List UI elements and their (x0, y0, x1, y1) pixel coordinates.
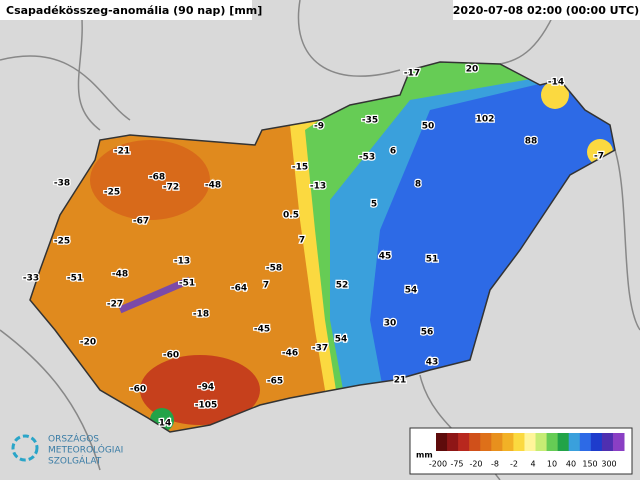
station-value: 43 (426, 358, 439, 368)
station-value: 20 (466, 65, 479, 75)
station-value: -65 (267, 377, 283, 387)
station-value: -20 (80, 338, 96, 348)
station-value: 5 (371, 200, 377, 210)
station-value: -38 (54, 179, 70, 189)
station-value: 30 (384, 319, 397, 329)
legend-swatch (535, 433, 548, 451)
station-value: -13 (310, 182, 326, 192)
station-value: 21 (394, 376, 407, 386)
legend-swatch (513, 433, 525, 451)
station-value: 102 (476, 115, 495, 125)
station-value: 54 (405, 286, 418, 296)
logo-text: METEOROLÓGIAI (48, 444, 123, 456)
station-value: -64 (231, 284, 247, 294)
legend: -200 -75 -20 -8 -2 4 10 40 150 300 (429, 433, 625, 469)
station-value: -13 (174, 257, 190, 267)
logo-text: ORSZÁGOS (48, 433, 99, 445)
station-value: -33 (23, 274, 39, 284)
station-value: -67 (133, 217, 149, 227)
station-value: -25 (54, 237, 70, 247)
legend-label: -200 (429, 460, 447, 469)
legend-label: 300 (601, 460, 616, 469)
station-value: -25 (104, 188, 120, 198)
legend-swatch (480, 433, 492, 451)
station-value: -15 (292, 163, 308, 173)
legend-swatch (590, 433, 603, 451)
station-value: -45 (254, 325, 270, 335)
legend-swatch (436, 433, 448, 451)
legend-swatch (491, 433, 503, 451)
station-value: -7 (594, 152, 604, 162)
station-value: -27 (107, 300, 123, 310)
legend-swatch (458, 433, 470, 451)
station-value: -37 (312, 344, 328, 354)
legend-swatch (601, 433, 614, 451)
station-value: -14 (548, 78, 564, 88)
logo-text: SZOLGÁLAT (48, 455, 102, 467)
station-value: -21 (114, 147, 130, 157)
legend-unit: mm (416, 451, 433, 460)
legend-swatch (469, 433, 481, 451)
station-value: 88 (525, 137, 538, 147)
timestamp: 2020-07-08 02:00 (00:00 UTC) (453, 4, 639, 17)
station-value: 6 (390, 147, 396, 157)
legend-label: -2 (510, 460, 518, 469)
station-value: -48 (112, 270, 128, 280)
station-value: -94 (198, 383, 214, 393)
station-value: -17 (404, 69, 420, 79)
station-value: -60 (163, 351, 179, 361)
legend-swatch (568, 433, 581, 451)
stations: -17 20 -14 -35 50 102 88 -7 -9 -21 -53 6 -15 -38 -68-7… (22, 63, 606, 430)
station-value: 50 (422, 122, 435, 132)
station-value: -53 (359, 153, 375, 163)
timestamp-box (453, 0, 640, 20)
station-value: -48 (205, 181, 221, 191)
title: Csapadékösszeg-anomália (90 nap) [mm] (6, 4, 262, 17)
legend-swatch (447, 433, 459, 451)
station-value: -46 (282, 349, 298, 359)
station-value: -72 (163, 183, 179, 193)
legend-label: 150 (582, 460, 597, 469)
station-value: 56 (421, 328, 434, 338)
legend-label: -75 (450, 460, 463, 469)
station-value: 54 (335, 335, 348, 345)
legend-label: -8 (491, 460, 499, 469)
station-value: -9 (314, 122, 324, 132)
legend-label: 4 (530, 460, 535, 469)
station-value: -51 (67, 274, 83, 284)
lake (118, 276, 192, 314)
station-value: 8 (415, 180, 421, 190)
title-box (0, 0, 252, 20)
logo: ORSZÁGOS METEOROLÓGIAI SZOLGÁLAT (11, 433, 123, 467)
station-value: -18 (193, 310, 209, 320)
station-value: -68 (149, 173, 165, 183)
legend-swatch (557, 433, 570, 451)
legend-swatch (546, 433, 559, 451)
station-value: 45 (379, 252, 392, 262)
legend-label: 10 (547, 460, 557, 469)
legend-label: -20 (469, 460, 482, 469)
station-value: 0.5 (283, 211, 299, 221)
station-value: -51 (179, 279, 195, 289)
station-value: 52 (336, 281, 349, 291)
station-value: 7 (299, 236, 305, 246)
legend-swatch (579, 433, 592, 451)
station-value: 14 (159, 419, 172, 429)
station-value: 7 (263, 281, 269, 291)
station-value: 51 (426, 255, 439, 265)
legend-swatch (612, 433, 625, 451)
legend-swatch (502, 433, 514, 451)
station-value: -105 (195, 401, 218, 411)
legend-label: 40 (566, 460, 576, 469)
station-value: -35 (362, 116, 378, 126)
station-value: -60 (130, 385, 146, 395)
legend-swatch (524, 433, 537, 451)
station-value: -58 (266, 264, 282, 274)
